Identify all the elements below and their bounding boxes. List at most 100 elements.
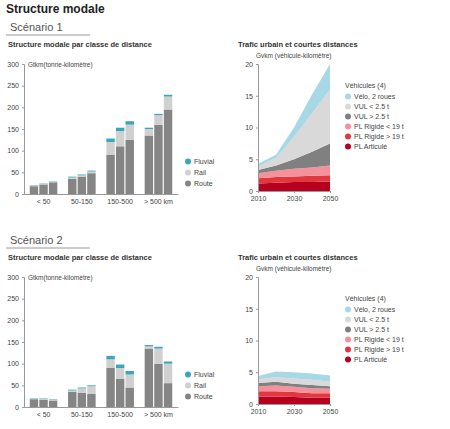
tick-mark — [22, 299, 24, 300]
axis-line — [25, 194, 179, 195]
bar — [145, 349, 153, 408]
tick: 2010 — [251, 191, 267, 202]
tick-mark — [256, 64, 258, 65]
legend: Fluvial Rail Route — [185, 371, 215, 400]
tick-mark — [22, 385, 24, 386]
tick-label: 50 — [11, 169, 19, 176]
bar — [39, 184, 47, 185]
bar — [164, 97, 172, 110]
area — [258, 372, 330, 382]
bar — [116, 365, 124, 368]
areas — [258, 64, 330, 191]
bar — [49, 181, 57, 182]
tick-mark — [256, 277, 258, 278]
tick-mark — [258, 404, 259, 406]
tick: 15 — [245, 305, 258, 312]
tick-label: 15 — [245, 92, 253, 99]
bar — [78, 175, 86, 176]
bar — [78, 393, 86, 407]
legend-swatch — [345, 317, 351, 323]
bar — [39, 398, 47, 400]
chart-title: Structure modale par classe de distance — [8, 253, 152, 262]
bar — [30, 185, 38, 186]
bar — [145, 128, 153, 129]
tick-label: 5 — [249, 156, 253, 163]
tick-label: 2010 — [251, 195, 267, 202]
bar — [154, 125, 162, 194]
area — [258, 64, 330, 167]
tick-mark — [256, 341, 258, 342]
legend-swatch — [345, 114, 351, 120]
bar — [164, 95, 172, 97]
bar — [87, 171, 95, 173]
bar — [116, 146, 124, 194]
legend-swatch — [345, 347, 351, 353]
tick-label: 100 — [7, 147, 19, 154]
chart-title: Structure modale par classe de distance — [8, 40, 152, 49]
tick: 0 — [249, 401, 258, 408]
tick-mark — [256, 404, 258, 405]
tick-mark — [22, 364, 24, 365]
tick-label: 10 — [245, 337, 253, 344]
section-rule — [6, 34, 90, 36]
tick: 100 — [7, 360, 24, 367]
y-axis-title: Gvkm (véhicule-kilomètre) — [256, 265, 332, 273]
bar — [87, 394, 95, 407]
bar — [87, 385, 95, 387]
bar — [145, 129, 153, 136]
legend-label: Fluvial — [194, 371, 215, 378]
tick-mark — [330, 191, 331, 193]
legend-entry: VUL > 2.5 t — [345, 113, 389, 120]
bar — [68, 392, 76, 407]
tick-label: 200 — [7, 104, 19, 111]
tick-label: 50 — [11, 382, 19, 389]
legend-swatch — [345, 94, 351, 100]
legend-entry: Rail — [185, 382, 207, 389]
section-title: Scénario 1 — [10, 21, 63, 33]
tick-mark — [22, 172, 24, 173]
bar — [106, 155, 114, 194]
tick-mark — [256, 309, 258, 310]
tick: 10 — [245, 337, 258, 344]
legend-swatch — [345, 144, 351, 150]
legend-swatch — [185, 181, 191, 187]
tick: 50-150 — [71, 407, 93, 418]
tick-mark — [256, 96, 258, 97]
legend-entry: PL Rigide < 19 t — [345, 336, 404, 344]
tick: 200 — [7, 104, 24, 111]
legend-swatch — [345, 307, 351, 313]
bar — [126, 375, 134, 388]
legend-swatch — [345, 124, 351, 130]
chart-title: Trafic urbain et courtes distances — [238, 40, 358, 49]
legend-entry: VUL > 2.5 t — [345, 326, 389, 333]
bar — [154, 115, 162, 125]
bar — [30, 398, 38, 399]
bar — [116, 368, 124, 379]
bar — [164, 383, 172, 407]
x-axis: 201020302050 — [251, 404, 339, 415]
legend-entry: Route — [185, 393, 213, 400]
tick-label: 150-500 — [107, 411, 133, 418]
tick: 5 — [249, 156, 258, 163]
y-axis: 050100150200250300 — [7, 274, 24, 411]
legend-swatch — [345, 134, 351, 140]
section-rule — [6, 247, 90, 249]
tick: 2010 — [251, 404, 267, 415]
bar — [116, 131, 124, 146]
tick-label: 200 — [7, 317, 19, 324]
bar — [164, 362, 172, 364]
bar — [68, 391, 76, 392]
page-title: Structure modale — [6, 2, 105, 16]
y-axis-title: Gtkm(tonne-kilomètre) — [28, 61, 93, 69]
legend-swatch — [185, 383, 191, 389]
tick: 0 — [15, 404, 24, 411]
x-axis: < 5050-150150-500> 500 km — [25, 407, 179, 418]
legend-title: Véhicules (4) — [345, 82, 386, 90]
tick-label: 2030 — [287, 195, 303, 202]
chart-title: Trafic urbain et courtes distances — [238, 253, 358, 262]
bar — [68, 179, 76, 194]
axis-line — [22, 278, 25, 408]
axis-line — [22, 65, 25, 195]
bar — [116, 379, 124, 407]
tick-mark — [22, 194, 24, 195]
